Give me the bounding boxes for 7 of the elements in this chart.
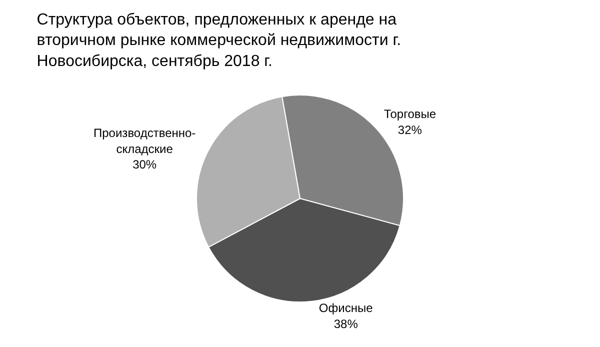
slice-label: Торговые <box>384 107 436 122</box>
chart-title: Структура объектов, предложенных к аренде на вторичном рынке коммерческой недвижимости г. Новосибирска, сентябрь 2018 г. <box>36 11 402 70</box>
data-label: 32% <box>398 122 422 137</box>
slice-label: Производственно-складские <box>94 126 196 156</box>
slice-label: Офисные <box>318 301 374 316</box>
data-label: 38% <box>334 316 358 331</box>
data-label: 30% <box>132 157 157 172</box>
